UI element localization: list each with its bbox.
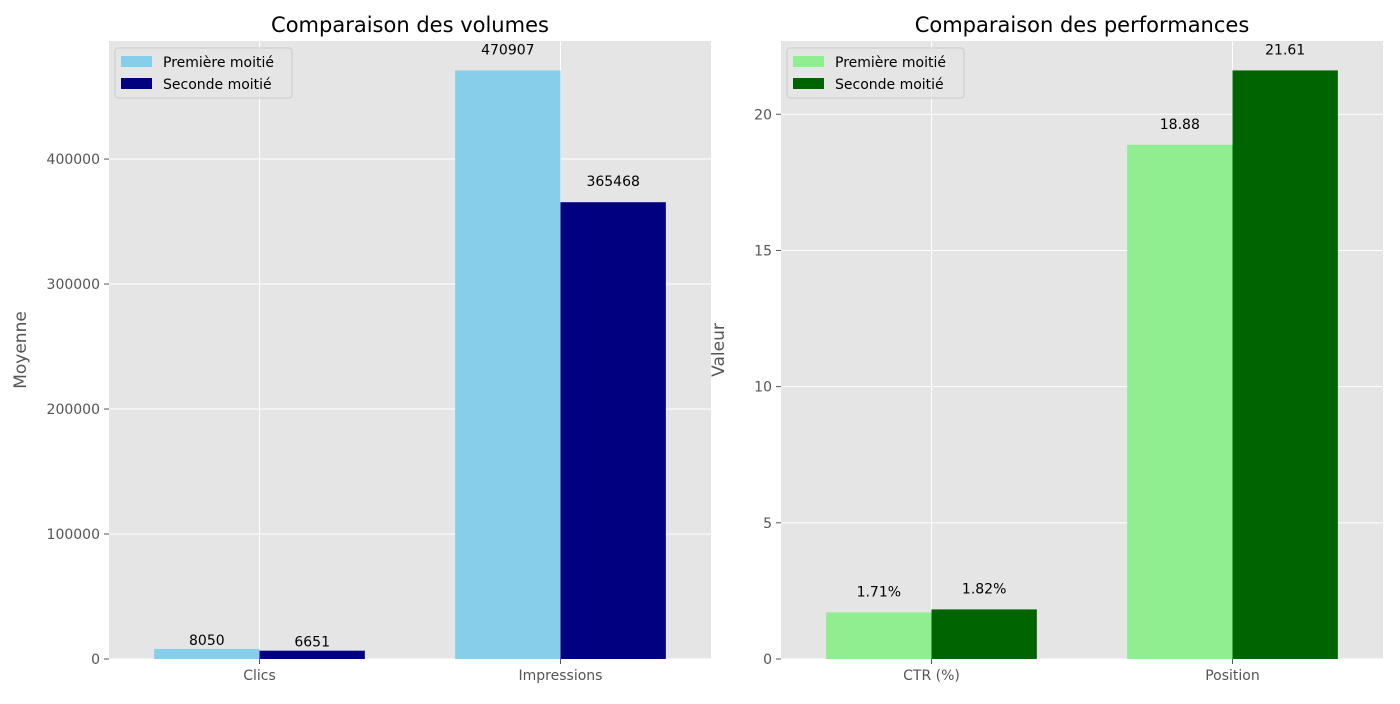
y-tick-label: 15 [754, 243, 772, 259]
y-tick-label: 400000 [47, 152, 100, 168]
legend-frame [114, 47, 293, 99]
legend: Première moitié Seconde moitié [786, 47, 965, 99]
bar-seconde-moitie-ctr- [931, 609, 1037, 659]
y-tick-label: 10 [754, 380, 772, 396]
legend-swatch [121, 56, 152, 67]
bar-premiere-moitie-impressions [455, 70, 561, 659]
legend-frame [786, 47, 965, 99]
chart-panel-1: 8050 470907 6651 365468 0 100000 200000 300000 4… [11, 13, 711, 684]
x-tick-label: CTR (%) [903, 668, 960, 684]
legend-label: Première moitié [835, 55, 946, 71]
y-tick-label: 200000 [47, 402, 100, 418]
bar-seconde-moitie-position [1232, 70, 1338, 660]
data-label: 18.88 [1160, 117, 1200, 133]
bar-seconde-moitie-clics [259, 650, 365, 659]
y-tick-label: 0 [763, 652, 772, 668]
data-label: 21.61 [1265, 42, 1305, 58]
legend: Première moitié Seconde moitié [114, 47, 293, 99]
legend-label: Seconde moitié [163, 77, 272, 93]
x-tick-label: Position [1205, 668, 1260, 684]
data-label: 470907 [481, 42, 534, 58]
legend-swatch [793, 56, 824, 67]
legend-swatch [121, 78, 152, 89]
y-axis-label: Moyenne [11, 311, 31, 389]
data-label: 6651 [294, 635, 330, 651]
x-tick-label: Impressions [519, 668, 603, 684]
bar-premiere-moitie-ctr- [826, 612, 932, 659]
legend-swatch [793, 78, 824, 89]
data-label: 8050 [189, 633, 225, 649]
data-label: 365468 [586, 174, 639, 190]
data-label: 1.71% [857, 584, 901, 600]
y-tick-label: 20 [754, 107, 772, 123]
y-axis-label: Valeur [709, 323, 729, 377]
bar-seconde-moitie-impressions [560, 202, 666, 659]
y-tick-label: 100000 [47, 527, 100, 543]
chart-panel-2: 1.71% 18.88 1.82% 21.61 0 5 10 15 20 CTR (%) Posit… [709, 13, 1383, 684]
y-tick-label: 0 [91, 652, 100, 668]
chart-title: Comparaison des volumes [271, 13, 549, 37]
data-label: 1.82% [962, 581, 1006, 597]
legend-label: Seconde moitié [835, 77, 944, 93]
y-tick-label: 300000 [47, 277, 100, 293]
bar-premiere-moitie-position [1127, 144, 1233, 659]
bar-premiere-moitie-clics [154, 648, 260, 659]
legend-label: Première moitié [163, 55, 274, 71]
y-tick-label: 5 [763, 516, 772, 532]
x-tick-label: Clics [243, 668, 276, 684]
chart-title: Comparaison des performances [915, 13, 1250, 37]
